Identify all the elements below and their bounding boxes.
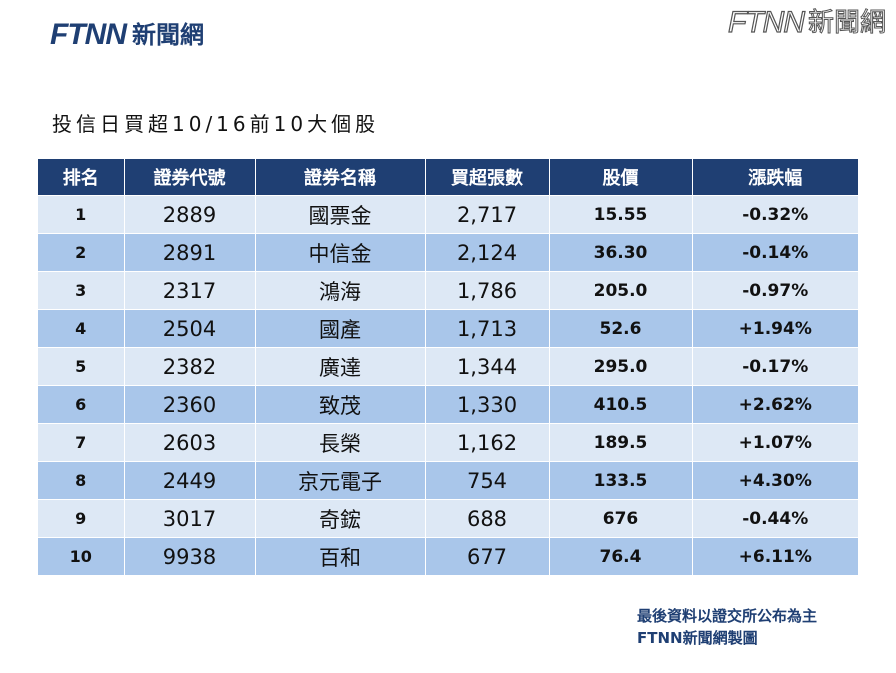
table-row: 9 3017 奇鋐 688 676 -0.44%: [38, 499, 858, 538]
table-row: 7 2603 長榮 1,162 189.5 +1.07%: [38, 423, 858, 462]
cell-volume: 754: [425, 461, 550, 500]
cell-rank: 6: [38, 385, 125, 424]
cell-rank: 4: [38, 309, 125, 348]
header-name: 證券名稱: [255, 159, 426, 196]
table-row: 1 2889 國票金 2,717 15.55 -0.32%: [38, 195, 858, 234]
cell-change: +1.07%: [692, 423, 858, 462]
cell-name: 長榮: [255, 423, 426, 462]
logo-text: 新聞網: [131, 21, 204, 49]
cell-change: -0.17%: [692, 347, 858, 386]
table-row: 10 9938 百和 677 76.4 +6.11%: [38, 537, 858, 575]
cell-volume: 1,344: [425, 347, 550, 386]
cell-price: 15.55: [549, 195, 693, 234]
footer-note: 最後資料以證交所公布為主 FTNN新聞網製圖: [637, 605, 817, 649]
cell-price: 133.5: [549, 461, 693, 500]
cell-volume: 1,713: [425, 309, 550, 348]
cell-volume: 1,786: [425, 271, 550, 310]
cell-rank: 9: [38, 499, 125, 538]
cell-name: 京元電子: [255, 461, 426, 500]
watermark-mark: FTNN: [727, 6, 805, 39]
header-volume: 買超張數: [425, 159, 550, 196]
cell-name: 鴻海: [255, 271, 426, 310]
cell-code: 3017: [124, 499, 256, 538]
cell-code: 2889: [124, 195, 256, 234]
cell-price: 410.5: [549, 385, 693, 424]
table-row: 6 2360 致茂 1,330 410.5 +2.62%: [38, 385, 858, 424]
cell-name: 中信金: [255, 233, 426, 272]
cell-code: 2603: [124, 423, 256, 462]
footer-credit: FTNN新聞網製圖: [637, 629, 758, 647]
table-row: 3 2317 鴻海 1,786 205.0 -0.97%: [38, 271, 858, 310]
cell-change: -0.14%: [692, 233, 858, 272]
ftnn-logo: FTNN 新聞網: [50, 20, 204, 50]
cell-name: 百和: [255, 537, 426, 575]
cell-change: -0.44%: [692, 499, 858, 538]
cell-volume: 2,124: [425, 233, 550, 272]
cell-change: -0.32%: [692, 195, 858, 234]
footer-source-note: 最後資料以證交所公布為主: [637, 607, 818, 625]
watermark-text: 新聞網: [807, 8, 886, 38]
cell-code: 2382: [124, 347, 256, 386]
cell-volume: 677: [425, 537, 550, 575]
cell-rank: 10: [38, 537, 125, 575]
stock-table: 排名 證券代號 證券名稱 買超張數 股價 漲跌幅 1 2889 國票金 2,717 15…: [38, 159, 858, 575]
watermark-logo: FTNN 新聞網: [727, 6, 886, 39]
cell-change: +6.11%: [692, 537, 858, 575]
cell-volume: 1,162: [425, 423, 550, 462]
cell-rank: 7: [38, 423, 125, 462]
cell-price: 76.4: [549, 537, 693, 575]
page-title: 投信日買超10/16前10大個股: [52, 112, 380, 136]
cell-name: 國票金: [255, 195, 426, 234]
header-code: 證券代號: [124, 159, 256, 196]
cell-change: -0.97%: [692, 271, 858, 310]
cell-code: 2317: [124, 271, 256, 310]
table-row: 8 2449 京元電子 754 133.5 +4.30%: [38, 461, 858, 500]
cell-rank: 3: [38, 271, 125, 310]
cell-rank: 1: [38, 195, 125, 234]
cell-price: 52.6: [549, 309, 693, 348]
cell-volume: 1,330: [425, 385, 550, 424]
cell-price: 205.0: [549, 271, 693, 310]
cell-price: 36.30: [549, 233, 693, 272]
cell-code: 2360: [124, 385, 256, 424]
table-row: 2 2891 中信金 2,124 36.30 -0.14%: [38, 233, 858, 272]
header-price: 股價: [549, 159, 693, 196]
cell-change: +1.94%: [692, 309, 858, 348]
cell-name: 致茂: [255, 385, 426, 424]
table-row: 5 2382 廣達 1,344 295.0 -0.17%: [38, 347, 858, 386]
cell-change: +4.30%: [692, 461, 858, 500]
cell-code: 2504: [124, 309, 256, 348]
cell-price: 676: [549, 499, 693, 538]
cell-price: 295.0: [549, 347, 693, 386]
cell-name: 廣達: [255, 347, 426, 386]
cell-code: 9938: [124, 537, 256, 575]
cell-name: 奇鋐: [255, 499, 426, 538]
table-row: 4 2504 國產 1,713 52.6 +1.94%: [38, 309, 858, 348]
cell-rank: 2: [38, 233, 125, 272]
logo-mark: FTNN: [50, 18, 127, 51]
header-change: 漲跌幅: [692, 159, 858, 196]
cell-change: +2.62%: [692, 385, 858, 424]
cell-price: 189.5: [549, 423, 693, 462]
table-header-row: 排名 證券代號 證券名稱 買超張數 股價 漲跌幅: [38, 159, 858, 196]
header-rank: 排名: [38, 159, 125, 196]
cell-rank: 5: [38, 347, 125, 386]
cell-name: 國產: [255, 309, 426, 348]
cell-code: 2449: [124, 461, 256, 500]
cell-rank: 8: [38, 461, 125, 500]
cell-volume: 2,717: [425, 195, 550, 234]
cell-volume: 688: [425, 499, 550, 538]
cell-code: 2891: [124, 233, 256, 272]
